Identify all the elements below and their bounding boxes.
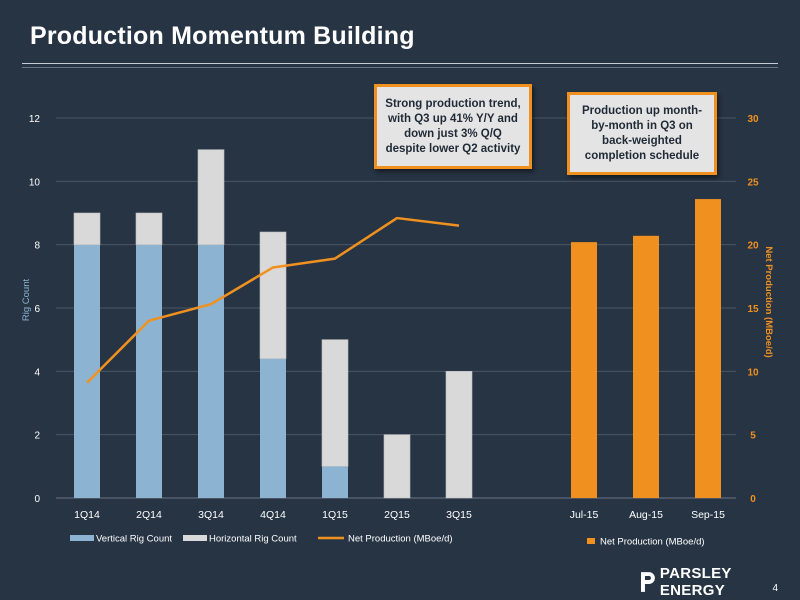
y2-tick-label: 20 <box>747 241 759 252</box>
legend-swatch <box>587 538 595 544</box>
legend-label: Net Production (MBoe/d) <box>348 534 453 545</box>
y-tick-label: 6 <box>34 304 40 315</box>
y-tick-label: 8 <box>34 241 40 252</box>
company-logo: PARSLEY ENERGY <box>640 565 800 599</box>
y2-tick-label: 15 <box>747 304 759 315</box>
y2-tick-label: 5 <box>750 431 756 442</box>
title-divider <box>22 63 778 64</box>
horizontal-rig-bar <box>321 339 349 467</box>
x-tick-label: 1Q15 <box>322 509 348 521</box>
y-tick-label: 12 <box>29 114 41 125</box>
y2-tick-label: 30 <box>747 114 759 125</box>
x-tick-label: 3Q15 <box>446 509 472 521</box>
horizontal-rig-bar <box>445 371 473 499</box>
x-tick-label: 3Q14 <box>198 509 224 521</box>
production-line <box>86 216 460 384</box>
x-tick-label: Sep-15 <box>691 509 725 521</box>
legend-swatch <box>70 535 94 541</box>
callout-monthly-production: Production up month-by-month in Q3 on ba… <box>567 92 717 175</box>
vertical-rig-bar <box>74 244 100 498</box>
monthly-production-bar <box>571 242 597 498</box>
legend-swatch <box>183 535 207 541</box>
x-tick-label: Jul-15 <box>570 509 599 521</box>
x-tick-label: Aug-15 <box>629 509 663 521</box>
y2-tick-label: 10 <box>747 367 759 378</box>
y-tick-label: 10 <box>29 177 41 188</box>
y2-axis-title: Net Production (MBoe/d) <box>763 246 774 357</box>
legend-label: Net Production (MBoe/d) <box>600 537 705 548</box>
production-line-layer <box>86 216 460 384</box>
y2-tick-label: 25 <box>747 177 759 188</box>
legend-label: Vertical Rig Count <box>96 534 172 545</box>
vertical-rig-bar <box>136 244 162 498</box>
y-tick-label: 0 <box>34 494 40 505</box>
title-divider-secondary <box>22 67 778 68</box>
vertical-rig-bar <box>198 244 224 498</box>
horizontal-rig-bar <box>197 149 225 245</box>
y-tick-label: 4 <box>34 367 40 378</box>
y2-tick-label: 0 <box>750 494 756 505</box>
y-axis-title: Rig Count <box>21 279 32 322</box>
horizontal-rig-bar <box>73 212 101 245</box>
horizontal-rig-bar <box>259 231 287 359</box>
x-tick-label: 1Q14 <box>74 509 100 521</box>
page-number: 4 <box>772 583 778 594</box>
callout-production-trend: Strong production trend, with Q3 up 41% … <box>374 84 532 169</box>
horizontal-rig-bar <box>383 434 411 499</box>
axes: 0 2 4 6 8 10 12 0 5 10 15 20 25 30 1Q14 2Q14 3Q14 4Q14 1Q1… <box>21 114 774 521</box>
logo-mark-icon <box>640 572 655 592</box>
x-tick-label: 2Q14 <box>136 509 162 521</box>
x-tick-label: 4Q14 <box>260 509 286 521</box>
bars <box>73 149 721 499</box>
horizontal-rig-bar <box>135 212 163 245</box>
x-tick-label: 2Q15 <box>384 509 410 521</box>
legend: Vertical Rig Count Horizontal Rig Count Ne… <box>70 534 705 548</box>
legend-label: Horizontal Rig Count <box>209 534 297 545</box>
page-title: Production Momentum Building <box>30 22 415 50</box>
vertical-rig-bar <box>322 466 348 498</box>
monthly-production-bar <box>695 199 721 499</box>
logo-text: PARSLEY ENERGY <box>659 565 732 599</box>
y-tick-label: 2 <box>34 431 40 442</box>
monthly-production-bar <box>633 235 659 499</box>
vertical-rig-bar <box>260 358 286 498</box>
